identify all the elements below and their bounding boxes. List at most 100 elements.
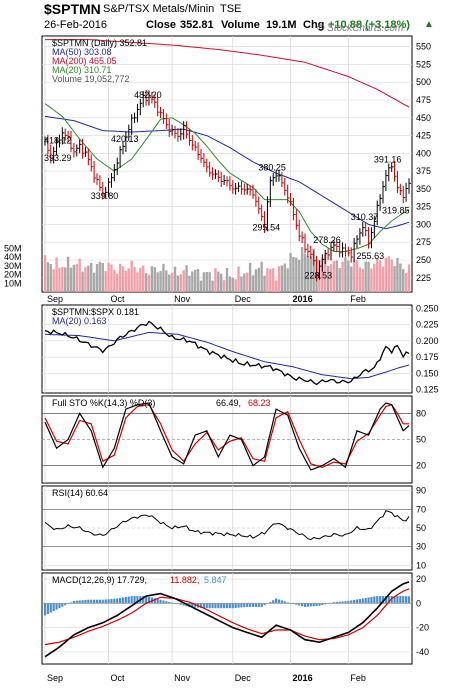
volume-bar: [43, 255, 47, 292]
macd-histogram-bar: [136, 596, 139, 604]
macd-histogram-bar: [87, 599, 90, 604]
volume-bar: [95, 264, 99, 292]
volume-bar: [170, 272, 174, 292]
macd-histogram-bar: [168, 601, 171, 604]
macd-histogram-bar: [399, 596, 402, 604]
x-axis-label: Nov: [174, 294, 191, 304]
price-y-tick: 450: [416, 113, 431, 123]
volume-bar: [142, 265, 145, 292]
macd-histogram-bar: [347, 600, 350, 604]
volume-bar: [295, 257, 298, 292]
volume-bar: [101, 262, 104, 292]
x-axis-label: 2016: [293, 294, 313, 304]
macd-histogram-bar: [121, 597, 125, 604]
x-axis-label: Nov: [174, 673, 191, 683]
macd-histogram-bar: [402, 596, 405, 604]
macd-histogram-bar: [376, 596, 379, 604]
macd-histogram-bar: [194, 603, 197, 608]
macd-histogram-bar: [254, 603, 257, 607]
volume-bar: [292, 256, 295, 292]
volume-bar: [240, 276, 243, 292]
volume-bar: [69, 267, 73, 292]
volume-bar: [350, 266, 353, 292]
macd-histogram-bar: [133, 596, 136, 604]
price-annotation: 391.16: [374, 155, 402, 165]
macd-histogram-bar: [153, 598, 156, 604]
volume-bar: [376, 258, 379, 292]
x-axis-label: Feb: [350, 294, 366, 304]
volume-bar: [55, 257, 58, 292]
x-axis-label: Feb: [350, 673, 366, 683]
rsi-y-tick: 70: [416, 504, 426, 514]
macd-histogram-bar: [75, 600, 78, 604]
volume-bar: [87, 265, 90, 292]
price-annotation: 319.85: [382, 205, 410, 215]
volume-bar: [338, 268, 341, 292]
macd-histogram-bar: [217, 603, 220, 609]
volume-bar: [280, 265, 284, 292]
macd-histogram-bar: [263, 603, 266, 606]
volume-bar: [133, 267, 136, 292]
macd-histogram-bar: [387, 596, 390, 604]
macd-histogram-bar: [223, 603, 226, 609]
macd-histogram-bar: [249, 603, 252, 607]
legend-entry: RSI(14) 60.64: [52, 488, 108, 498]
volume-bar: [381, 266, 385, 292]
price-y-tick: 350: [416, 184, 431, 194]
macd-histogram-bar: [127, 596, 130, 604]
macd-histogram-bar: [306, 603, 309, 607]
macd-histogram-bar: [61, 603, 64, 607]
volume-bar: [156, 272, 159, 292]
macd-histogram-bar: [46, 603, 49, 615]
macd-histogram-bar: [260, 603, 263, 607]
ratio-ma20-line: [44, 331, 410, 380]
volume-bar: [176, 275, 180, 292]
volume-bar: [116, 273, 119, 292]
volume-bar: [364, 261, 367, 292]
volume-bar: [326, 265, 330, 292]
volume-bar: [378, 260, 382, 292]
volume-bar: [289, 253, 292, 292]
price-y-tick: 525: [416, 59, 431, 69]
macd-histogram-bar: [64, 603, 67, 606]
macd-histogram-bar: [205, 603, 208, 609]
macd-histogram-bar: [269, 601, 272, 604]
volume-bar: [208, 272, 211, 292]
macd-histogram-bar: [364, 597, 367, 604]
macd-histogram-bar: [179, 603, 182, 605]
macd-histogram-bar: [90, 599, 93, 604]
price-y-tick: 400: [416, 148, 431, 158]
macd-histogram-bar: [341, 601, 344, 604]
macd-y-tick: -20: [416, 623, 429, 633]
rsi-y-tick: 30: [416, 542, 426, 552]
volume-bar: [220, 273, 223, 292]
macd-histogram-bar: [156, 598, 159, 604]
macd-histogram-bar: [110, 598, 113, 604]
volume-bar: [402, 269, 405, 292]
volume-bar: [306, 256, 310, 292]
macd-histogram-bar: [104, 599, 107, 604]
panel-frame-4: [41, 572, 413, 665]
macd-histogram-bar: [231, 603, 234, 609]
volume-bar: [332, 261, 336, 292]
volume-bar: [266, 268, 269, 292]
volume-bar: [58, 267, 61, 292]
macd-histogram-bar: [84, 599, 87, 604]
macd-histogram-bar: [101, 599, 104, 604]
x-axis-label: Dec: [235, 673, 252, 683]
macd-histogram-bar: [69, 602, 73, 604]
macd-histogram-bar: [81, 600, 84, 604]
price-y-tick: 550: [416, 42, 431, 52]
volume-bar: [205, 271, 208, 292]
x-axis-label: Dec: [235, 294, 252, 304]
volume-bar: [144, 273, 148, 292]
macd-histogram-bar: [191, 603, 194, 608]
volume-bar: [344, 257, 347, 292]
stoch-y-tick: 50: [416, 435, 426, 445]
rsi-y-tick: 50: [416, 523, 426, 533]
volume-bar: [75, 264, 78, 292]
volume-y-tick: 40M: [4, 252, 22, 262]
volume-label: Volume: [221, 19, 260, 31]
watermark: © StockCharts.com: [317, 23, 404, 34]
macd-histogram-bar: [228, 603, 231, 609]
